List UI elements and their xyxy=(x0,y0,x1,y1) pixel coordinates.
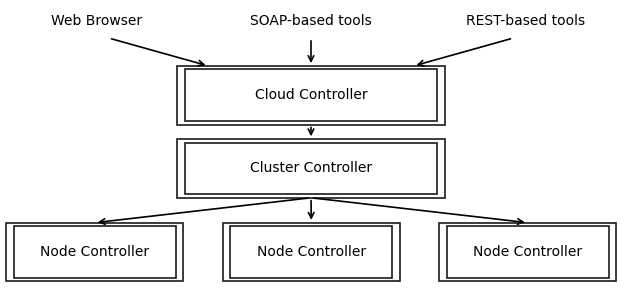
Text: SOAP-based tools: SOAP-based tools xyxy=(250,13,372,28)
Text: Cluster Controller: Cluster Controller xyxy=(250,161,372,176)
Bar xyxy=(230,226,392,278)
Text: Cloud Controller: Cloud Controller xyxy=(254,88,368,102)
Bar xyxy=(177,66,445,125)
Text: Node Controller: Node Controller xyxy=(40,245,149,259)
Bar xyxy=(185,69,437,121)
Bar xyxy=(447,226,609,278)
Bar xyxy=(185,143,437,194)
Bar xyxy=(14,226,176,278)
Text: Node Controller: Node Controller xyxy=(473,245,582,259)
Text: Web Browser: Web Browser xyxy=(51,13,142,28)
Text: REST-based tools: REST-based tools xyxy=(466,13,585,28)
Bar xyxy=(6,223,183,281)
Bar xyxy=(439,223,616,281)
Bar xyxy=(223,223,400,281)
Bar xyxy=(177,139,445,198)
Text: Node Controller: Node Controller xyxy=(257,245,366,259)
